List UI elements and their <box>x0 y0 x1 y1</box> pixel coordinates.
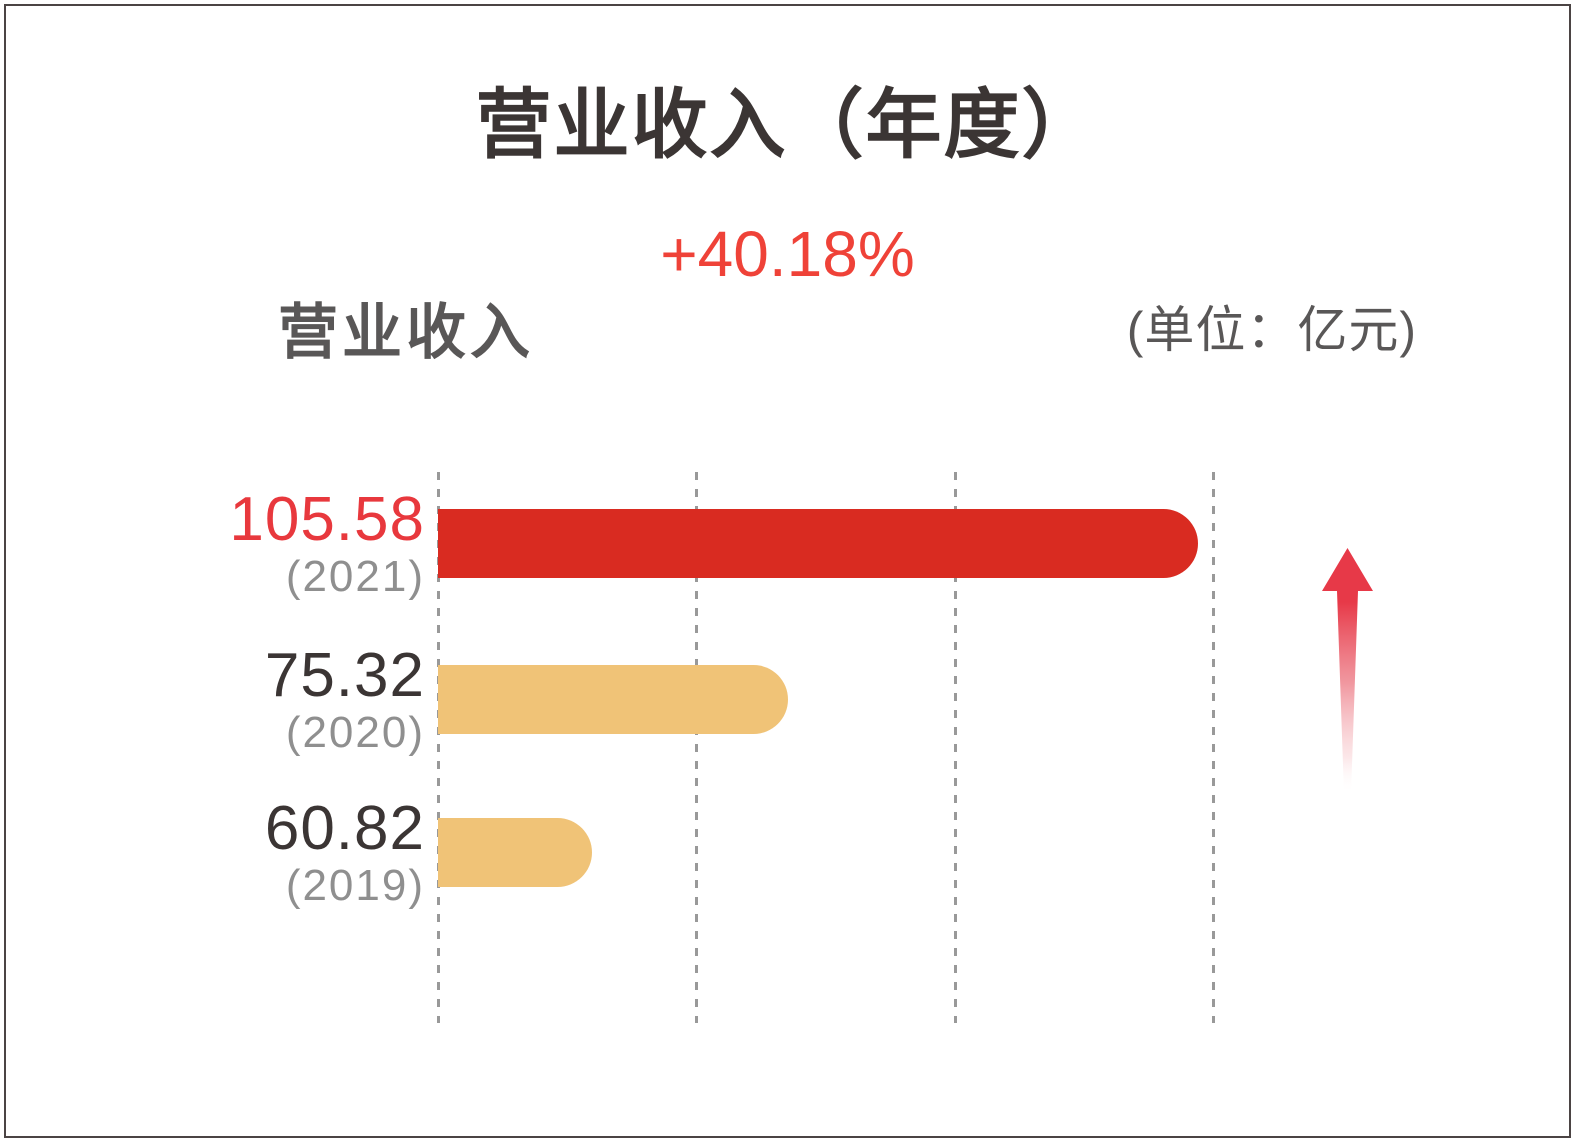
up-trend-arrow-icon <box>1322 548 1373 794</box>
dashed-gridline-1 <box>694 472 698 1023</box>
dashed-gridline-0 <box>436 472 440 1023</box>
bar-value-2019: 60.82 <box>264 794 425 863</box>
dashed-gridline-3 <box>1211 472 1215 1023</box>
bar-2021 <box>438 509 1198 578</box>
bar-label-group-2021: 105.58 (2021) <box>0 487 425 602</box>
axis-left-label: 营业收入 <box>278 299 534 366</box>
growth-percent-label: +40.18% <box>660 218 915 290</box>
bar-label-group-2019: 60.82 (2019) <box>0 796 425 911</box>
chart-title: 营业收入（年度） <box>475 83 1100 168</box>
bar-year-2020: (2020) <box>285 708 425 757</box>
dashed-gridline-2 <box>953 472 957 1023</box>
bar-label-group-2020: 75.32 (2020) <box>0 643 425 758</box>
bar-2020 <box>438 665 788 734</box>
unit-label: (单位：亿元) <box>1126 302 1417 358</box>
bar-year-2021: (2021) <box>285 552 425 601</box>
bar-2019 <box>438 818 592 887</box>
bar-year-2019: (2019) <box>285 861 425 910</box>
bar-value-2021: 105.58 <box>229 485 425 554</box>
bar-value-2020: 75.32 <box>264 641 425 710</box>
